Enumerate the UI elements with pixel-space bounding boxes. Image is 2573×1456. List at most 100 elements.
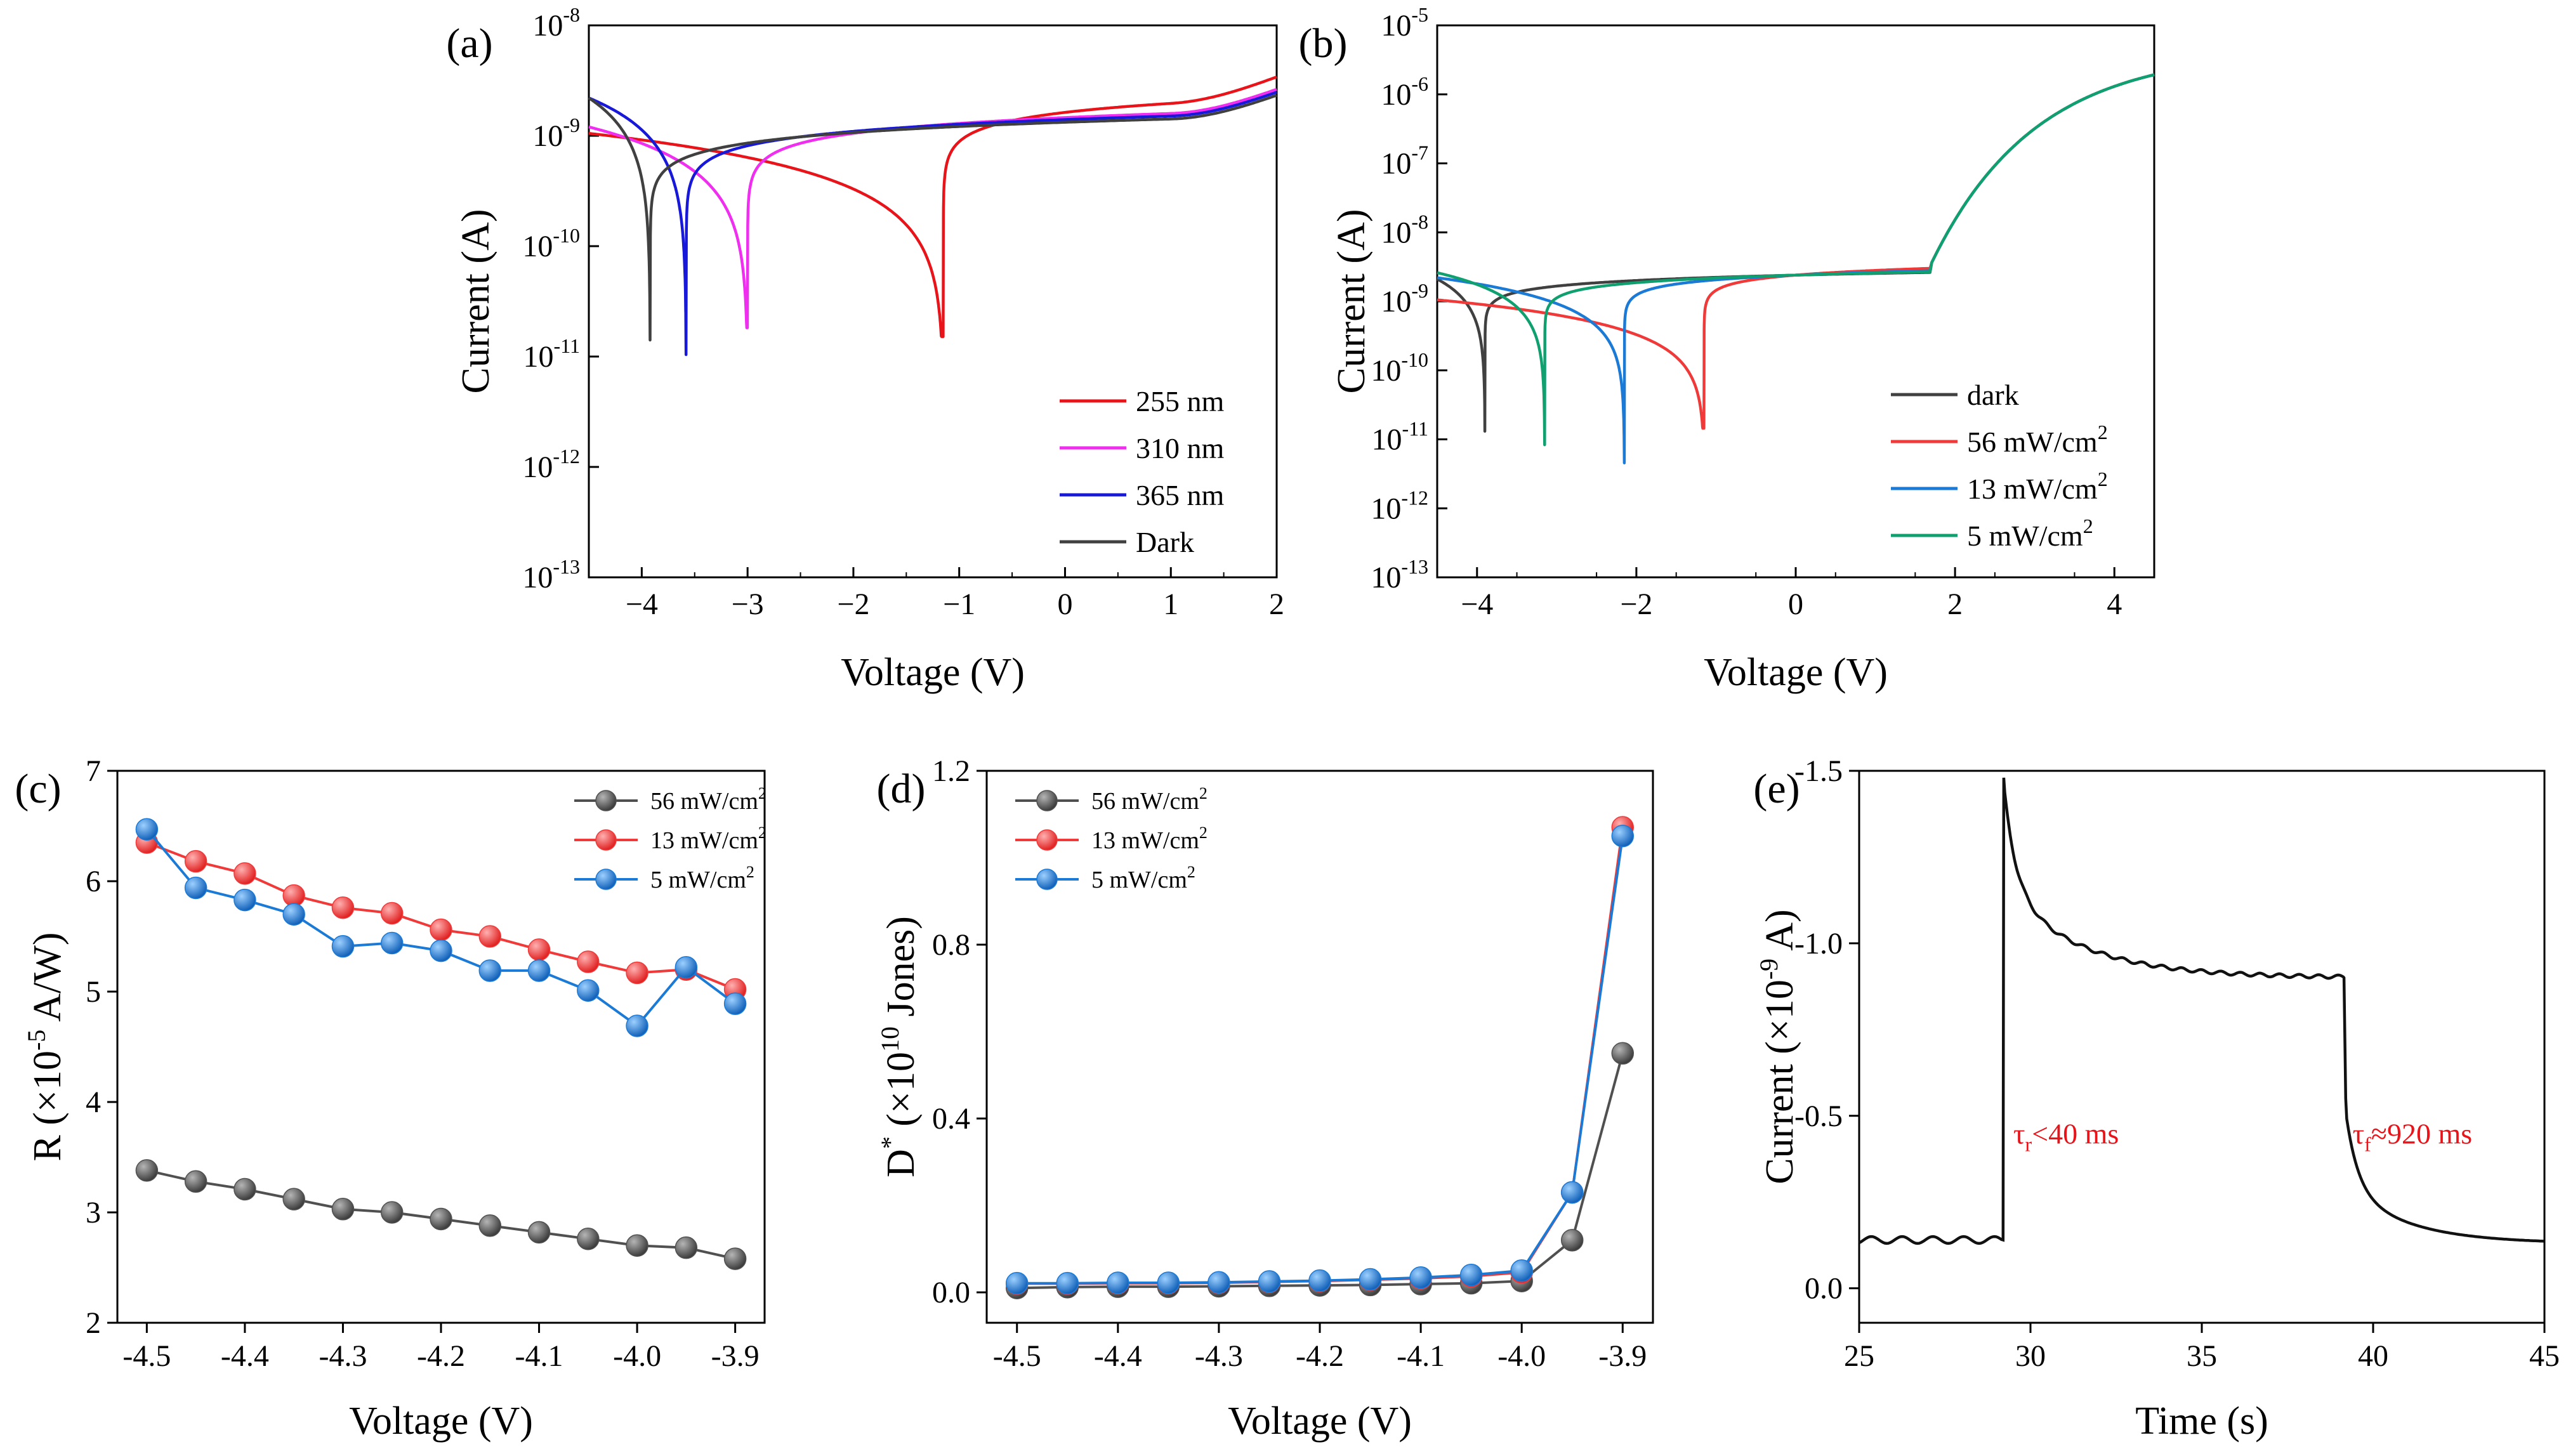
y-title-pre: Current (×10 — [1758, 980, 1801, 1184]
series-line-photoresponse — [1858, 777, 2544, 1245]
data-point — [430, 918, 452, 941]
x-tick-label: −2 — [837, 587, 869, 621]
legend-label-text: 56 mW/cm — [650, 788, 758, 815]
data-point — [135, 818, 159, 841]
legend-label-sup: 2 — [746, 863, 754, 881]
x-tick-label: -4.0 — [1497, 1339, 1546, 1373]
y-tick-label: 10-9 — [532, 114, 580, 153]
legend-label-sup: 2 — [1199, 784, 1208, 803]
panel-label: (b) — [1299, 20, 1348, 67]
y-tick-label: 10-13 — [1371, 555, 1428, 594]
data-point — [1005, 1271, 1029, 1295]
annotation-subscript: f — [2364, 1132, 2371, 1155]
legend-label-text: 56 mW/cm — [1967, 426, 2098, 458]
panel-label: (d) — [877, 766, 926, 812]
y-tick-label: 3 — [86, 1196, 101, 1230]
y-tick-exponent: -7 — [1411, 141, 1428, 164]
x-tick-label: 2 — [1269, 587, 1284, 621]
y-tick-exponent: -11 — [1402, 417, 1428, 440]
x-tick-label: -4.2 — [417, 1339, 465, 1373]
x-tick-label: 0 — [1788, 587, 1803, 621]
y-title-sup1: * — [876, 1136, 904, 1149]
data-point — [577, 979, 600, 1002]
y-tick-label: -1.5 — [1794, 754, 1843, 788]
data-point — [1611, 825, 1635, 848]
y-tick-label: 10-12 — [522, 445, 580, 484]
y-tick-label: 0.4 — [932, 1102, 970, 1136]
x-axis-title: Voltage (V) — [349, 1400, 533, 1443]
y-tick-label: 7 — [86, 754, 101, 788]
legend-marker — [1036, 790, 1058, 811]
y-title-sup2: 10 — [876, 1026, 904, 1052]
legend-label-text: dark — [1967, 379, 2019, 411]
legend-label-sup: 2 — [2083, 515, 2093, 537]
data-point — [135, 1159, 159, 1182]
panel-c: -4.5 -4.4 -4.3 -4.2 -4.1 -4.0 -3.9 2 3 4 5 6 7 (c) Vol… — [15, 754, 767, 1443]
legend-marker — [1036, 869, 1058, 890]
data-point — [1560, 1229, 1584, 1252]
legend-marker — [595, 829, 617, 851]
y-tick-label: 10-7 — [1381, 141, 1428, 181]
data-point — [577, 950, 600, 973]
legend-label-text: 5 mW/cm — [650, 867, 746, 893]
data-point — [626, 961, 648, 985]
data-point — [675, 1236, 698, 1259]
annotation-symbol: τ — [2013, 1117, 2025, 1150]
y-tick-label: 10-6 — [1381, 72, 1428, 112]
x-tick-label: 1 — [1163, 587, 1178, 621]
legend-label-text: 13 mW/cm — [1091, 827, 1199, 854]
legend-label: dark — [1967, 379, 2019, 411]
y-tick-base: 10 — [522, 230, 553, 263]
data-point — [234, 862, 256, 885]
y-tick-exponent: -5 — [1411, 3, 1428, 26]
legend-label: 365 nm — [1136, 479, 1225, 511]
y-tick-base: 10 — [532, 9, 563, 43]
y-tick-label: 10-8 — [1381, 210, 1428, 249]
data-point — [723, 1247, 747, 1270]
y-tick-exponent: -12 — [1401, 486, 1428, 509]
x-tick-label: −4 — [626, 587, 658, 621]
data-point — [1611, 1042, 1635, 1065]
data-point — [478, 925, 502, 948]
panel-e: 25 30 35 40 45 -1.5 -1.0 -0.5 0.0 (e) Time (s) Curr… — [1753, 754, 2560, 1443]
x-tick-label: −3 — [732, 587, 764, 621]
data-point — [331, 1198, 355, 1221]
y-tick-base: 10 — [522, 450, 553, 484]
annotation-symbol: τ — [2353, 1117, 2365, 1150]
y-tick-exponent: -10 — [553, 224, 580, 247]
data-point — [234, 888, 256, 912]
data-point — [184, 1170, 207, 1193]
x-tick-label: 40 — [2358, 1339, 2388, 1373]
data-point — [1157, 1271, 1180, 1294]
y-axis-title: D* (×1010 Jones) — [876, 916, 923, 1177]
x-axis-title: Voltage (V) — [841, 651, 1025, 694]
y-tick-base: 10 — [1381, 78, 1411, 112]
legend-label-sup: 2 — [2098, 468, 2108, 490]
y-axis-title: Current (A) — [454, 209, 497, 394]
legend-label-text: 13 mW/cm — [650, 827, 758, 854]
y-tick-base: 10 — [1381, 285, 1411, 318]
annotation-label: τr<40 ms — [2013, 1117, 2119, 1155]
data-point — [626, 1014, 648, 1037]
x-axis-title: Voltage (V) — [1704, 651, 1888, 694]
y-tick-label: 0.0 — [1805, 1272, 1843, 1306]
legend-marker — [1036, 829, 1058, 851]
y-tick-base: 10 — [1371, 354, 1401, 388]
y-tick-exponent: -8 — [563, 3, 580, 26]
x-axis-title: Time (s) — [2135, 1400, 2268, 1443]
legend-marker — [595, 869, 617, 890]
x-tick-label: -4.1 — [1397, 1339, 1445, 1373]
y-title-sup: -9 — [1754, 959, 1783, 980]
data-point — [1056, 1271, 1079, 1295]
data-point — [527, 938, 551, 961]
data-point — [1258, 1270, 1281, 1293]
data-point — [331, 896, 355, 919]
plot-frame — [985, 770, 1654, 1324]
x-tick-label: -4.4 — [1094, 1339, 1142, 1373]
legend-label: 5 mW/cm2 — [1091, 863, 1195, 893]
y-tick-label: 0.8 — [932, 928, 970, 962]
panel-label: (e) — [1753, 766, 1800, 812]
data-point — [527, 1221, 551, 1244]
data-point — [478, 1214, 502, 1237]
